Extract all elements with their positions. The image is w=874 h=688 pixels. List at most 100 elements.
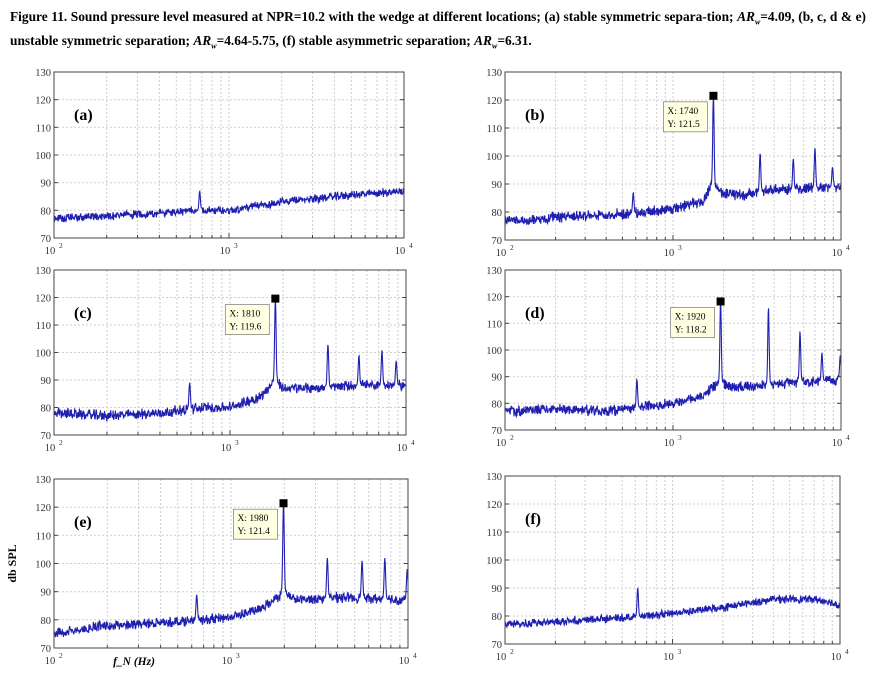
datatip-y-e: Y: 121.4 bbox=[238, 527, 271, 537]
y-tick-label-a: 70 bbox=[41, 234, 52, 245]
y-tick-label-d: 90 bbox=[492, 373, 503, 384]
y-tick-label-f: 90 bbox=[492, 584, 503, 595]
y-tick-label-a: 120 bbox=[35, 96, 51, 107]
x-tick-exp-c: 4 bbox=[411, 438, 415, 447]
y-tick-label-d: 120 bbox=[486, 293, 502, 304]
figure-caption: Figure 11. Sound pressure level measured… bbox=[10, 8, 866, 55]
panel-label-a: (a) bbox=[74, 107, 93, 124]
panel-f: 70 80 90 100 110 120 130 10 2 10 3 10 4 (f) bbox=[486, 472, 849, 663]
datatip-box-b bbox=[663, 101, 708, 133]
y-tick-label-d: 110 bbox=[487, 319, 502, 330]
x-tick-label-d: 10 bbox=[832, 438, 843, 449]
x-tick-label-e: 10 bbox=[399, 656, 410, 667]
y-tick-label-c: 130 bbox=[35, 266, 51, 277]
x-tick-label-a: 10 bbox=[395, 246, 406, 257]
x-tick-exp-f: 4 bbox=[845, 647, 849, 656]
x-tick-exp-c: 3 bbox=[235, 438, 239, 447]
y-tick-label-f: 130 bbox=[486, 472, 502, 483]
y-tick-label-c: 70 bbox=[41, 431, 52, 442]
x-tick-label-e: 10 bbox=[45, 656, 56, 667]
caption-ar-sub-1: w bbox=[754, 17, 761, 27]
datatip-y-b: Y: 121.5 bbox=[667, 120, 700, 130]
y-tick-label-e: 80 bbox=[41, 616, 52, 627]
datatip-y-d: Y: 118.2 bbox=[675, 325, 707, 335]
panel-label-e: (e) bbox=[74, 514, 92, 531]
y-tick-label-f: 70 bbox=[492, 640, 503, 651]
y-tick-label-b: 90 bbox=[492, 180, 503, 191]
x-tick-label-b: 10 bbox=[832, 248, 843, 259]
y-tick-label-e: 120 bbox=[35, 503, 51, 514]
y-tick-label-a: 110 bbox=[36, 123, 51, 134]
panel-label-b: (b) bbox=[525, 107, 545, 124]
datatip-marker-c bbox=[271, 294, 280, 303]
datatip-box-c bbox=[224, 304, 270, 335]
datatip-marker-b bbox=[709, 91, 718, 100]
x-tick-label-d: 10 bbox=[664, 438, 675, 449]
y-tick-label-f: 80 bbox=[492, 612, 503, 623]
y-tick-label-f: 120 bbox=[486, 500, 502, 511]
y-tick-label-a: 100 bbox=[35, 151, 51, 162]
caption-ar-1: AR bbox=[737, 9, 755, 24]
panel-label-f: (f) bbox=[525, 511, 541, 528]
y-tick-label-a: 80 bbox=[41, 206, 52, 217]
y-tick-label-c: 120 bbox=[35, 294, 51, 305]
spl-series-line-a bbox=[53, 187, 405, 223]
panel-d: 70 80 90 100 110 120 130 10 2 10 3 10 4 (d) X: 1920 Y: … bbox=[486, 266, 850, 449]
caption-part-2: =4.09, (b, c, d & e) unstable symmetric … bbox=[10, 9, 866, 48]
x-tick-label-b: 10 bbox=[496, 248, 507, 259]
panel-c: 70 80 90 100 110 120 130 10 2 10 3 10 4 (c) X: 1810 Y: … bbox=[35, 266, 415, 454]
y-axis-label-e: db SPL bbox=[5, 544, 19, 582]
caption-part-3: =4.64-5.75, (f) stable asymmetric separa… bbox=[216, 32, 475, 48]
y-tick-label-a: 130 bbox=[35, 68, 51, 79]
x-tick-exp-d: 3 bbox=[678, 433, 682, 442]
caption-ar-2: AR bbox=[193, 32, 212, 48]
x-tick-label-f: 10 bbox=[663, 652, 674, 663]
datatip-x-e: X: 1980 bbox=[238, 514, 269, 524]
x-tick-label-a: 10 bbox=[45, 246, 56, 257]
panel-e: 70 80 90 100 110 120 130 10 2 10 3 10 4 (e) db SPL f_N … bbox=[5, 475, 417, 668]
y-tick-label-c: 100 bbox=[35, 349, 51, 360]
y-tick-label-d: 100 bbox=[486, 346, 502, 357]
x-tick-exp-b: 2 bbox=[510, 243, 514, 252]
y-tick-label-b: 110 bbox=[487, 124, 502, 135]
caption-part-4: =6.31. bbox=[497, 32, 532, 48]
x-tick-exp-d: 2 bbox=[510, 433, 514, 442]
caption-ar-sub-2: w bbox=[211, 41, 217, 51]
panel-b: 70 80 90 100 110 120 130 10 2 10 3 10 4 (b) X: 1740 Y: … bbox=[486, 68, 850, 259]
y-tick-label-b: 100 bbox=[486, 152, 502, 163]
x-tick-exp-e: 4 bbox=[413, 651, 417, 660]
caption-part-1: Figure 11. Sound pressure level measured… bbox=[10, 9, 738, 24]
x-tick-exp-c: 2 bbox=[59, 438, 63, 447]
x-tick-exp-f: 3 bbox=[678, 647, 682, 656]
x-tick-label-e: 10 bbox=[222, 656, 233, 667]
datatip-marker-e bbox=[279, 499, 288, 508]
x-tick-label-d: 10 bbox=[496, 438, 507, 449]
spl-series-line-f bbox=[504, 586, 841, 629]
x-tick-exp-d: 4 bbox=[846, 433, 850, 442]
datatip-y-c: Y: 119.6 bbox=[229, 323, 261, 333]
y-tick-label-c: 90 bbox=[41, 376, 52, 387]
x-tick-label-a: 10 bbox=[220, 246, 231, 257]
y-tick-label-d: 70 bbox=[492, 426, 503, 437]
y-tick-label-b: 120 bbox=[486, 96, 502, 107]
x-tick-label-c: 10 bbox=[397, 443, 408, 454]
x-tick-exp-a: 2 bbox=[59, 241, 63, 250]
datatip-x-c: X: 1810 bbox=[229, 310, 260, 320]
datatip-box-e bbox=[233, 508, 278, 540]
y-tick-label-a: 90 bbox=[41, 179, 52, 190]
panel-a: 70 80 90 100 110 120 130 10 2 10 3 10 4 (a) bbox=[35, 68, 413, 257]
y-tick-label-b: 80 bbox=[492, 208, 503, 219]
datatip-box-d bbox=[670, 307, 715, 338]
x-tick-label-b: 10 bbox=[664, 248, 675, 259]
spl-series-line-b bbox=[504, 96, 842, 227]
y-tick-label-e: 90 bbox=[41, 588, 52, 599]
y-tick-label-e: 70 bbox=[41, 644, 52, 655]
y-tick-label-e: 100 bbox=[35, 560, 51, 571]
spl-series-line-c bbox=[53, 298, 407, 422]
